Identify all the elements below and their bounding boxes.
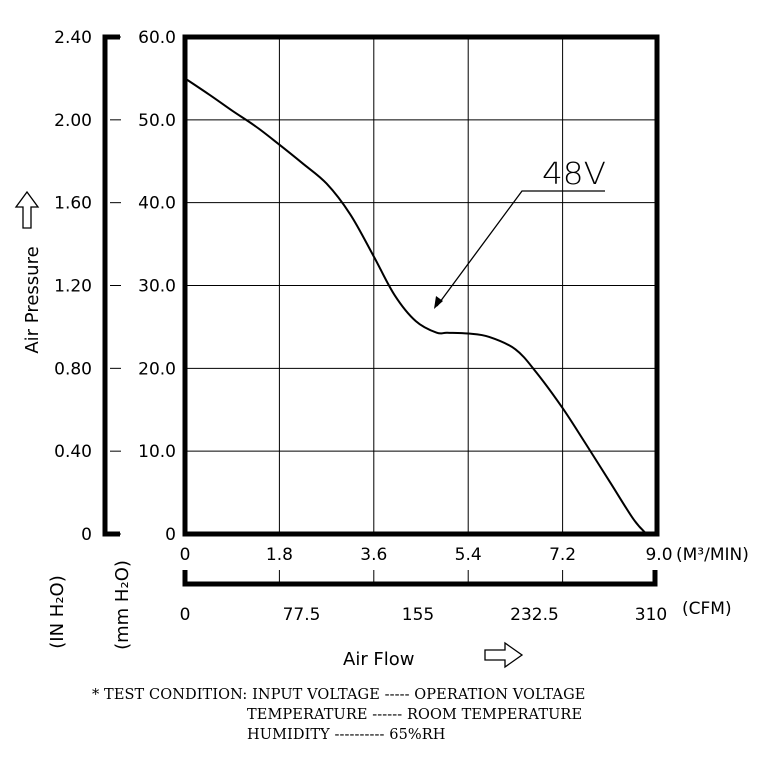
- annotation-leader: [436, 190, 605, 307]
- y-tick-label-inches: 1.60: [54, 194, 92, 214]
- y-tick-label-mm: 40.0: [138, 194, 176, 214]
- y-tick-label-mm: 10.0: [138, 442, 176, 462]
- x-axis-title: Air Flow: [343, 649, 415, 670]
- y-axis-arrow-icon: [14, 190, 40, 229]
- test-condition-line-2: TEMPERATURE ------ ROOM TEMPERATURE: [247, 707, 583, 723]
- unit-inches-h2o: (IN H₂O): [47, 575, 68, 648]
- y-tick-label-mm: 20.0: [138, 359, 176, 379]
- unit-mm-h2o: (mm H₂O): [112, 560, 133, 650]
- test-condition-line-3: HUMIDITY ---------- 65%RH: [247, 727, 446, 743]
- y-tick-label-inches: 0.40: [54, 442, 92, 462]
- plot-frame: [182, 34, 660, 537]
- y-tick-label-mm: 50.0: [138, 111, 176, 131]
- cfm-tick-label: 0: [180, 605, 191, 625]
- y-ticks-inches: 0 0.40 0.80 1.20 1.60 2.00 2.40: [54, 28, 92, 545]
- y-tick-label-inches: 2.40: [54, 28, 92, 48]
- x-tick-label: 3.6: [360, 545, 387, 565]
- test-condition-line-1: * TEST CONDITION: INPUT VOLTAGE ----- OP…: [92, 687, 586, 703]
- y-axis-title: Air Pressure: [22, 246, 43, 353]
- cfm-axis-bracket: [182, 570, 658, 587]
- y-axis-title-text: Air Pressure: [22, 246, 43, 353]
- y-tick-label-inches: 0.80: [54, 359, 92, 379]
- grid-lines: [185, 37, 657, 534]
- x-tick-label: 5.4: [455, 545, 482, 565]
- y-tick-label-mm: 30.0: [138, 277, 176, 297]
- x-ticks-cfm: 0 77.5 155 232.5 310: [180, 605, 668, 625]
- x-tick-label: 7.2: [549, 545, 576, 565]
- y-tick-label-inches: 1.20: [54, 277, 92, 297]
- y-tick-label-inches: 2.00: [54, 111, 92, 131]
- x-tick-label: 1.8: [266, 545, 293, 565]
- annotation-48v: 48V: [542, 157, 606, 192]
- annotation-arrowhead: [434, 296, 443, 309]
- x-tick-label: 0: [180, 545, 191, 565]
- y-tick-label-inches: 0: [81, 525, 92, 545]
- x-axis-arrow-icon: [484, 641, 524, 669]
- cfm-tick-label: 155: [402, 605, 434, 625]
- cfm-tick-label: 77.5: [283, 605, 321, 625]
- cfm-tick-label: 232.5: [510, 605, 559, 625]
- y-tick-label-mm: 0: [165, 525, 176, 545]
- x-unit-label: (M³/MIN): [676, 545, 749, 565]
- x-tick-label: 9.0: [645, 545, 672, 565]
- y-ticks-mm: 0 10.0 20.0 30.0 40.0 50.0 60.0: [110, 28, 176, 545]
- cfm-tick-label: 310: [635, 605, 667, 625]
- cfm-unit-label: (CFM): [682, 599, 732, 619]
- x-ticks-m3min: 0 1.8 3.6 5.4 7.2 9.0: [180, 545, 673, 584]
- y-tick-label-mm: 60.0: [138, 28, 176, 48]
- series-line-48v: [184, 77, 648, 535]
